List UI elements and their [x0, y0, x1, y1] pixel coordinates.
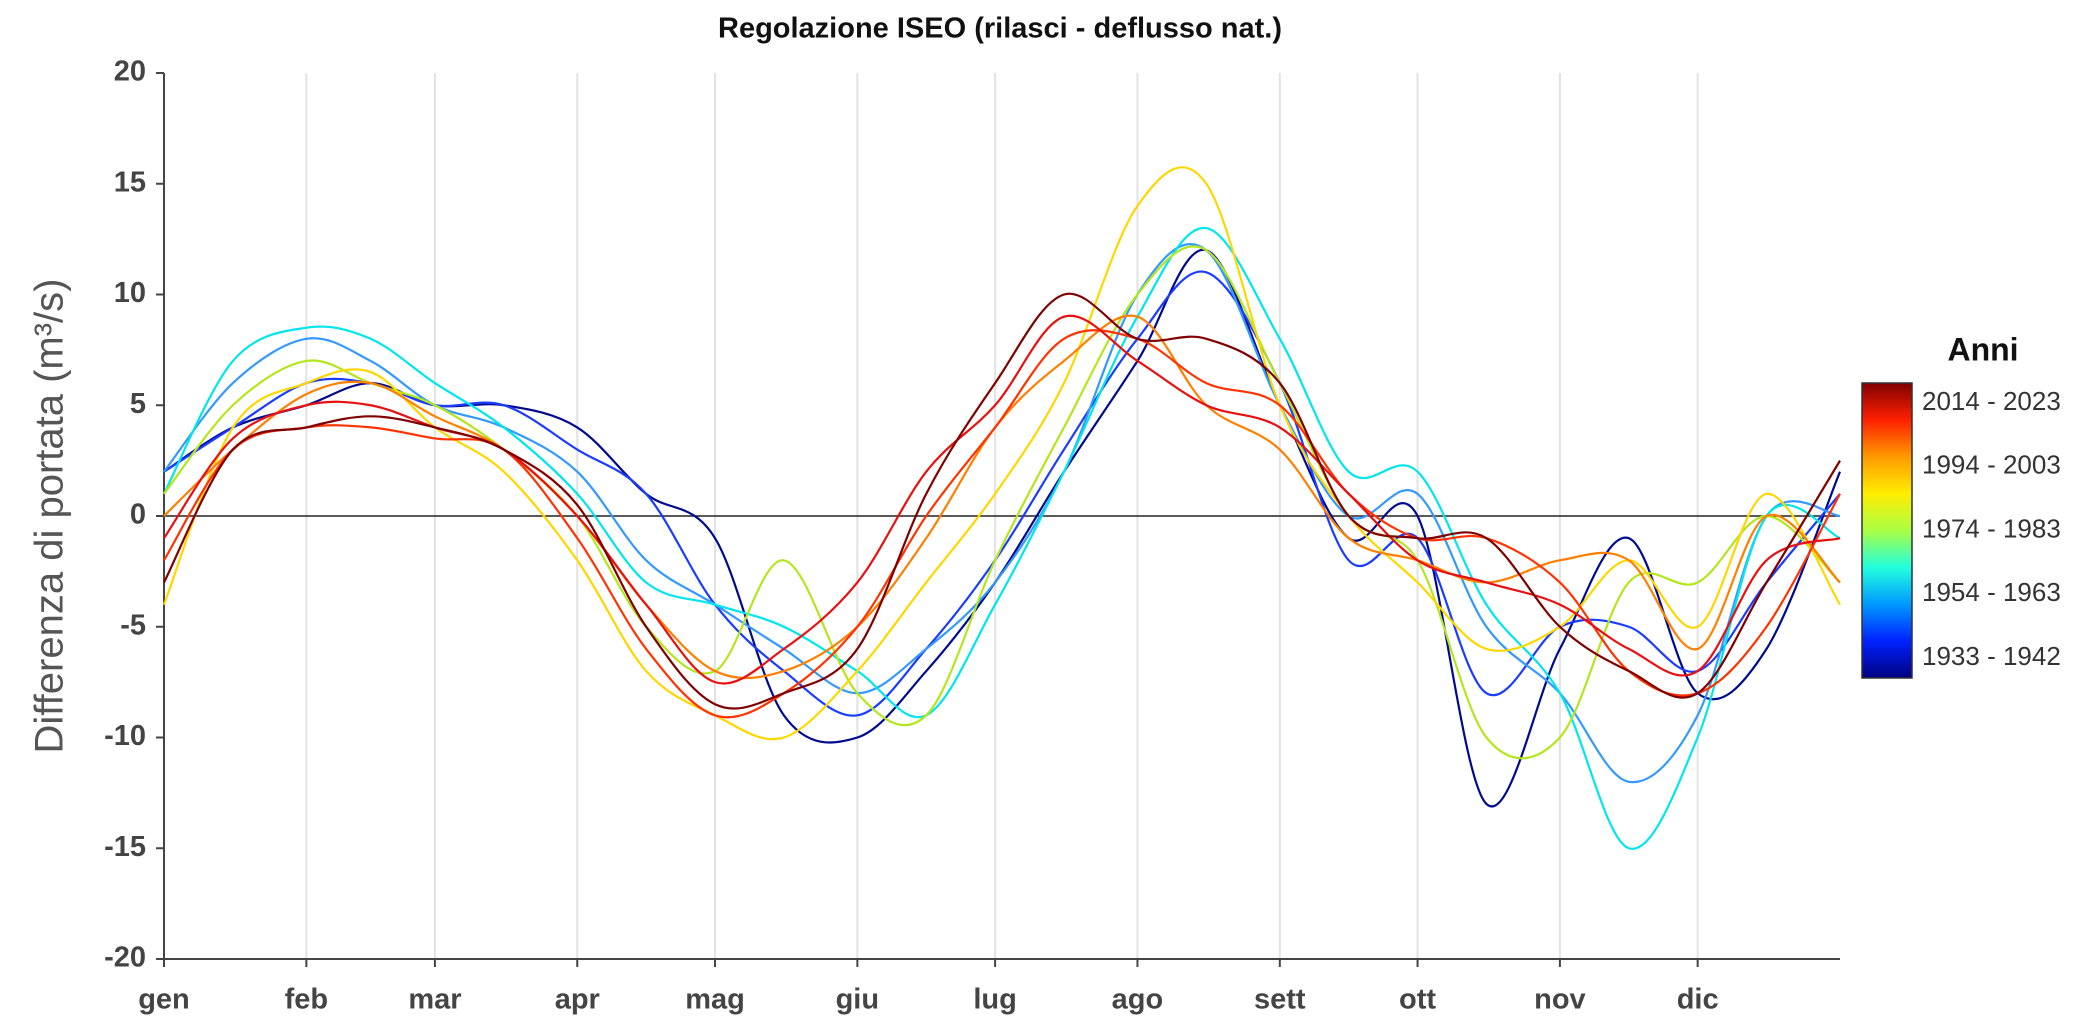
colorbar-label: 1994 - 2003 — [1922, 450, 2061, 480]
y-tick-label: 20 — [114, 56, 146, 88]
x-tick-label: mar — [408, 984, 461, 1016]
x-tick-label: nov — [1534, 984, 1586, 1016]
y-axis-label: Differenza di portata (m³/s) — [28, 279, 72, 754]
series-line — [163, 292, 1841, 710]
series-line — [162, 166, 1841, 741]
y-tick-label: -5 — [120, 609, 146, 641]
y-tick-label: 0 — [130, 499, 146, 531]
colorbar-label: 1933 - 1942 — [1922, 641, 2061, 671]
colorbar-label: 1974 - 1983 — [1922, 513, 2061, 543]
series-line — [163, 245, 1841, 760]
y-tick-label: -20 — [104, 942, 146, 974]
series-line — [163, 243, 1841, 784]
x-tick-label: feb — [285, 984, 329, 1016]
y-tick-label: 10 — [114, 277, 146, 309]
series-line — [163, 248, 1842, 808]
colorbar-label: 2014 - 2023 — [1922, 386, 2061, 416]
x-tick-label: giu — [836, 984, 880, 1016]
colorbar-label: 1954 - 1963 — [1922, 577, 2061, 607]
chart-title: Regolazione ISEO (rilasci - deflusso nat… — [718, 13, 1282, 45]
x-tick-label: apr — [555, 984, 600, 1016]
y-tick-label: 15 — [114, 166, 146, 198]
x-tick-label: sett — [1254, 984, 1306, 1016]
x-tick-label: mag — [685, 984, 745, 1016]
y-tick-label: -10 — [104, 720, 146, 752]
series-line — [163, 226, 1841, 850]
x-tick-label: ott — [1399, 984, 1436, 1016]
x-tick-label: gen — [138, 984, 190, 1016]
colorbar — [1861, 382, 1913, 679]
x-tick-label: lug — [973, 984, 1017, 1016]
x-tick-label: dic — [1677, 984, 1719, 1016]
y-tick-label: 5 — [130, 388, 146, 420]
colorbar-title: Anni — [1947, 331, 2018, 367]
x-tick-label: ago — [1112, 984, 1164, 1016]
y-tick-label: -15 — [104, 831, 146, 863]
series-line — [163, 329, 1841, 719]
